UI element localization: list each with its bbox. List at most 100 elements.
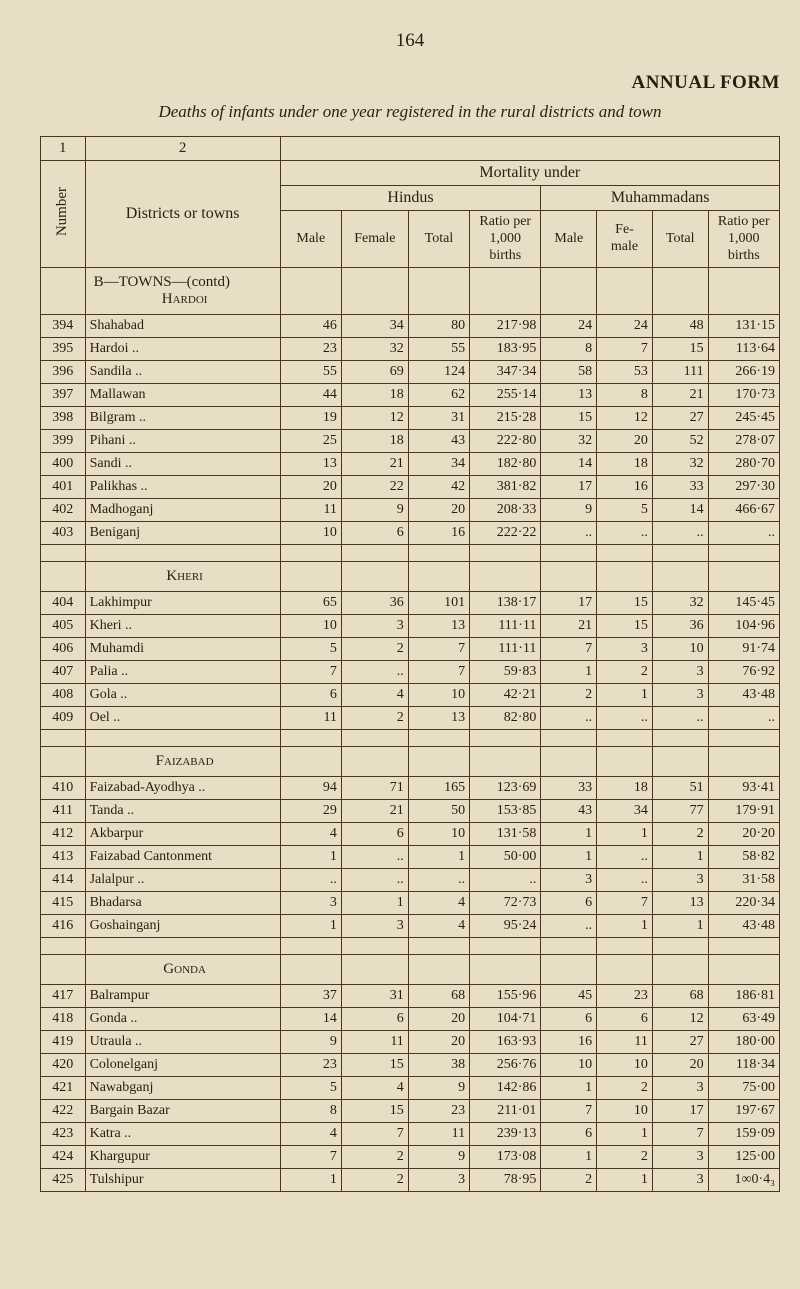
muh-ratio: 245·45 xyxy=(708,407,779,430)
hindu-total: 3 xyxy=(408,1169,469,1192)
spacer-cell xyxy=(708,545,779,562)
districts-header: Districts or towns xyxy=(85,161,280,268)
table-row: 395Hardoi ..233255183·958715113·64 xyxy=(41,338,780,361)
hindu-female: 31 xyxy=(341,985,408,1008)
hindu-male: 3 xyxy=(280,892,341,915)
muh-total: 12 xyxy=(652,1008,708,1031)
row-number: 402 xyxy=(41,499,86,522)
table-row: 406Muhamdi527111·11731091·74 xyxy=(41,638,780,661)
hindu-female: 18 xyxy=(341,384,408,407)
muh-total: 3 xyxy=(652,869,708,892)
muh-female: 53 xyxy=(597,361,653,384)
hindu-ratio: 163·93 xyxy=(470,1031,541,1054)
muh-male: 10 xyxy=(541,1054,597,1077)
hindu-female: 6 xyxy=(341,823,408,846)
spacer-cell xyxy=(280,938,341,955)
muh-ratio: 186·81 xyxy=(708,985,779,1008)
h-total: Total xyxy=(408,211,469,268)
hindu-ratio: 222·80 xyxy=(470,430,541,453)
section-title: B—TOWNS—(contd)Hardoi xyxy=(85,268,280,315)
row-number: 414 xyxy=(41,869,86,892)
empty-cell xyxy=(470,268,541,315)
hindu-ratio: 222·22 xyxy=(470,522,541,545)
spacer-cell xyxy=(408,938,469,955)
muh-male: 7 xyxy=(541,1100,597,1123)
row-number: 421 xyxy=(41,1077,86,1100)
hindu-ratio: 131·58 xyxy=(470,823,541,846)
hindu-ratio: 72·73 xyxy=(470,892,541,915)
hindu-ratio: 82·80 xyxy=(470,707,541,730)
district-name: Hardoi .. xyxy=(85,338,280,361)
muh-ratio: 75·00 xyxy=(708,1077,779,1100)
muh-male: 1 xyxy=(541,823,597,846)
hindu-total: 13 xyxy=(408,615,469,638)
hindu-male: 65 xyxy=(280,592,341,615)
empty-span xyxy=(280,137,779,161)
section-header-row: Faizabad xyxy=(41,747,780,777)
hindu-total: 124 xyxy=(408,361,469,384)
hindu-female: .. xyxy=(341,661,408,684)
hindu-male: 5 xyxy=(280,638,341,661)
muh-male: 2 xyxy=(541,684,597,707)
muh-female: 2 xyxy=(597,1077,653,1100)
page: 164 ANNUAL FORM Deaths of infants under … xyxy=(0,0,800,1222)
muh-female: 24 xyxy=(597,315,653,338)
muh-male: 17 xyxy=(541,476,597,499)
empty-cell xyxy=(652,955,708,985)
empty-cell xyxy=(708,268,779,315)
hindu-ratio: 239·13 xyxy=(470,1123,541,1146)
empty-cell xyxy=(652,562,708,592)
muh-male: 14 xyxy=(541,453,597,476)
muh-total: 7 xyxy=(652,1123,708,1146)
spacer-cell xyxy=(652,545,708,562)
col-1-label: 1 xyxy=(41,137,86,161)
hindu-female: 4 xyxy=(341,684,408,707)
row-number: 422 xyxy=(41,1100,86,1123)
empty-cell xyxy=(541,562,597,592)
hindu-female: 3 xyxy=(341,615,408,638)
district-name: Balrampur xyxy=(85,985,280,1008)
table-row: 411Tanda ..292150153·85433477179·91 xyxy=(41,800,780,823)
row-number: 417 xyxy=(41,985,86,1008)
hindu-male: 46 xyxy=(280,315,341,338)
muh-female: 2 xyxy=(597,1146,653,1169)
muh-male: 1 xyxy=(541,1146,597,1169)
muh-female: 18 xyxy=(597,453,653,476)
muh-female: 34 xyxy=(597,800,653,823)
hindu-total: 55 xyxy=(408,338,469,361)
hindu-male: 23 xyxy=(280,338,341,361)
muh-total: 32 xyxy=(652,592,708,615)
number-header-cell: Number xyxy=(41,161,86,268)
spacer-cell xyxy=(470,938,541,955)
district-name: Palia .. xyxy=(85,661,280,684)
muh-ratio: 1∞0·4₃ xyxy=(708,1169,779,1192)
hindu-total: 23 xyxy=(408,1100,469,1123)
muh-total: 3 xyxy=(652,684,708,707)
muh-male: 43 xyxy=(541,800,597,823)
hindu-ratio: 78·95 xyxy=(470,1169,541,1192)
spacer-cell xyxy=(408,545,469,562)
muh-male: .. xyxy=(541,707,597,730)
annual-form-heading: ANNUAL FORM xyxy=(40,72,780,94)
hindu-total: 7 xyxy=(408,661,469,684)
spacer-cell xyxy=(280,545,341,562)
hindu-male: 11 xyxy=(280,499,341,522)
mortality-header: Mortality under xyxy=(280,161,779,186)
spacer-cell xyxy=(341,545,408,562)
empty-cell xyxy=(597,562,653,592)
empty-cell xyxy=(41,562,86,592)
deaths-table: 1 2 Number Districts or towns Mortality … xyxy=(40,136,780,1192)
muh-total: 13 xyxy=(652,892,708,915)
empty-cell xyxy=(341,268,408,315)
muh-male: 6 xyxy=(541,892,597,915)
table-row: 403Beniganj10616222·22........ xyxy=(41,522,780,545)
hindu-ratio: 142·86 xyxy=(470,1077,541,1100)
row-number: 415 xyxy=(41,892,86,915)
hindu-total: 13 xyxy=(408,707,469,730)
hindu-male: 55 xyxy=(280,361,341,384)
empty-cell xyxy=(652,268,708,315)
hindu-male: 20 xyxy=(280,476,341,499)
table-row: 415Bhadarsa31472·736713220·34 xyxy=(41,892,780,915)
spacer-cell xyxy=(708,938,779,955)
hindu-male: 4 xyxy=(280,823,341,846)
